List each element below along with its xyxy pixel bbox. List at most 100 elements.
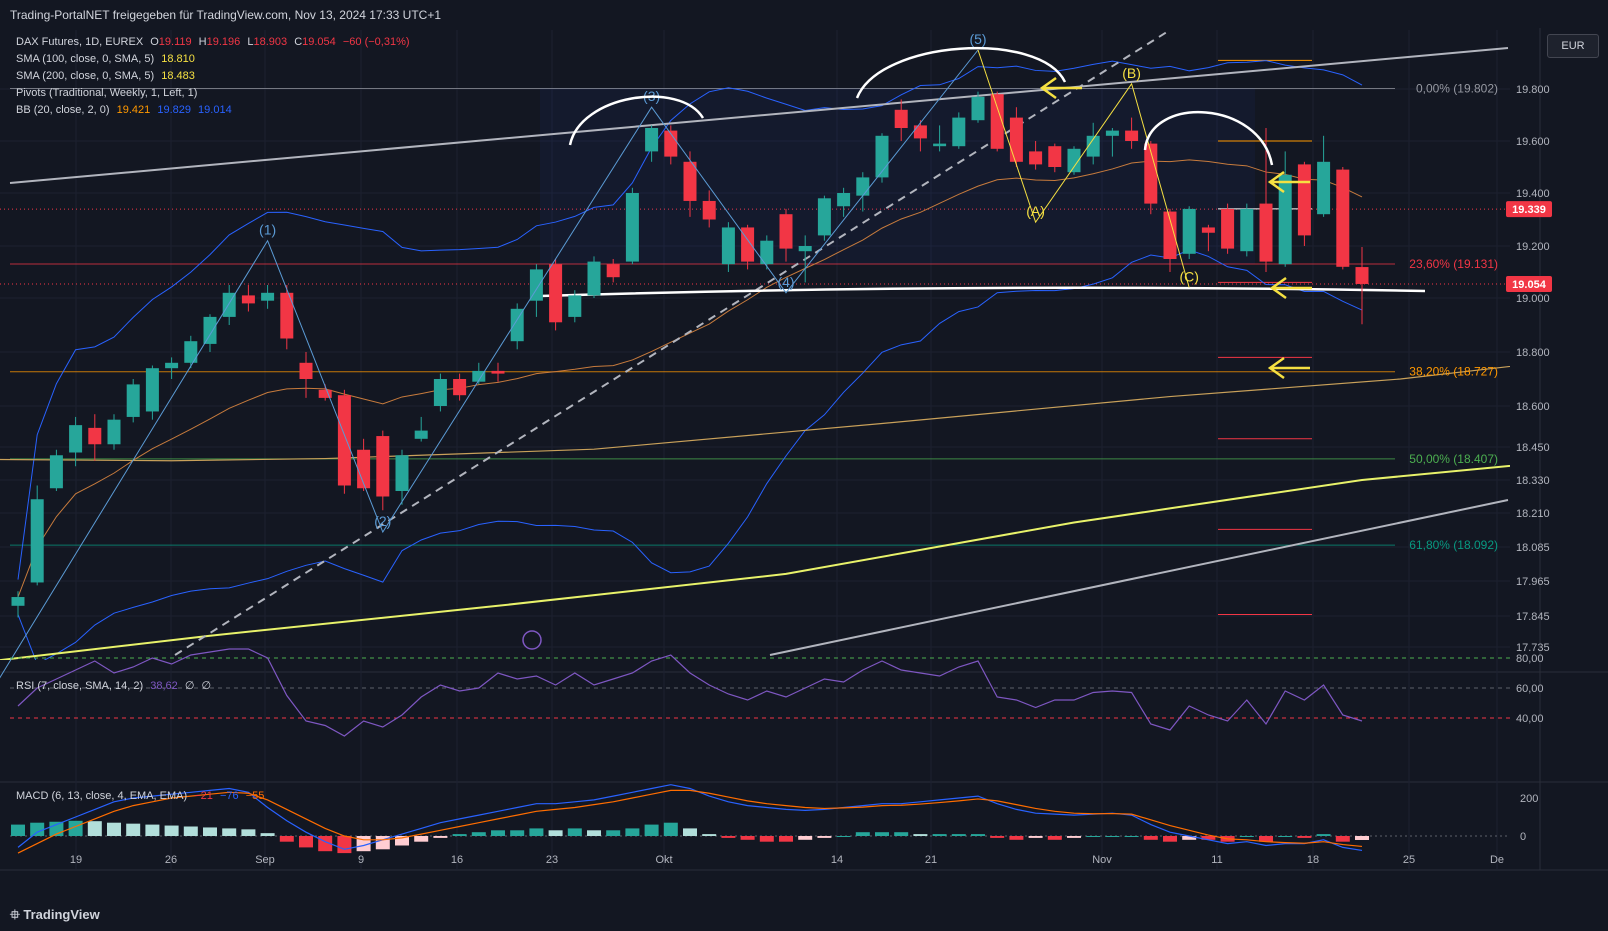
macd-histogram-bar bbox=[779, 836, 793, 842]
trendline-lower bbox=[769, 499, 1509, 656]
macd-legend[interactable]: MACD (6, 13, close, 4, EMA, EMA) −21 −76… bbox=[16, 790, 264, 802]
legend-bb-lower: 19.014 bbox=[198, 104, 232, 116]
macd-histogram-bar bbox=[836, 836, 851, 837]
x-tick-label: Nov bbox=[1092, 854, 1112, 866]
replay-icon bbox=[522, 630, 542, 650]
candle-body bbox=[491, 370, 505, 374]
macd-y-tick-label: 200 bbox=[1520, 793, 1538, 805]
logo-icon: ⯐ bbox=[10, 907, 24, 922]
macd-histogram-bar bbox=[279, 836, 294, 842]
sma100-line bbox=[0, 365, 1510, 462]
candle-body bbox=[1086, 135, 1100, 157]
candle-body bbox=[299, 362, 313, 379]
candle-body bbox=[1125, 130, 1139, 141]
macd-histogram-bar bbox=[510, 830, 525, 836]
legend-main-row[interactable]: DAX Futures, 1D, EUREX O19.119 H19.196 L… bbox=[16, 34, 410, 51]
rsi-legend[interactable]: RSI (7, close, SMA, 14, 2) 38,62 ∅ ∅ bbox=[16, 679, 211, 692]
macd-histogram-bar bbox=[875, 832, 889, 836]
y-tick-label: 19.600 bbox=[1516, 136, 1550, 148]
fib-level-label: 38,20% (18.727) bbox=[1409, 365, 1498, 379]
legend-sma200-value: 18.483 bbox=[161, 70, 195, 82]
macd-histogram-bar bbox=[1182, 836, 1197, 840]
macd-legend-signal: −55 bbox=[245, 790, 265, 802]
x-tick-label: 14 bbox=[831, 854, 843, 866]
macd-histogram-bar bbox=[971, 834, 985, 836]
macd-histogram-bar bbox=[1316, 834, 1331, 836]
tradingview-logo: ⯐ TradingView bbox=[10, 906, 100, 928]
x-tick-label: 9 bbox=[358, 854, 364, 866]
candle-body bbox=[606, 264, 620, 278]
candle-body bbox=[990, 94, 1004, 149]
macd-histogram-bar bbox=[1259, 836, 1273, 842]
macd-histogram-bar bbox=[203, 827, 217, 836]
candle-body bbox=[337, 395, 351, 486]
candle-body bbox=[798, 246, 812, 252]
legend-pivots-row[interactable]: Pivots (Traditional, Weekly, 1, Left, 1) bbox=[16, 85, 410, 102]
macd-histogram-bar bbox=[1143, 836, 1158, 840]
x-tick-label: 21 bbox=[925, 854, 937, 866]
legend-sma200-row[interactable]: SMA (200, close, 0, SMA, 5) 18.483 bbox=[16, 68, 410, 85]
y-tick-label: 18.800 bbox=[1516, 347, 1550, 359]
macd-histogram-bar bbox=[721, 836, 736, 838]
candle-body bbox=[472, 370, 486, 382]
wave-label: (2) bbox=[374, 513, 391, 529]
candle-body bbox=[1009, 117, 1023, 162]
candle-body bbox=[145, 368, 159, 412]
wave-label: (4) bbox=[777, 274, 794, 290]
candle-body bbox=[702, 200, 716, 220]
y-tick-label: 18.450 bbox=[1516, 442, 1550, 454]
currency-button[interactable]: EUR bbox=[1547, 34, 1599, 58]
macd-histogram-bar bbox=[587, 830, 601, 836]
fib-level-label: 61,80% (18.092) bbox=[1409, 538, 1498, 552]
macd-histogram-bar bbox=[567, 828, 582, 836]
rsi-y-tick-label: 40,00 bbox=[1516, 713, 1544, 725]
candle-body bbox=[645, 128, 659, 152]
macd-histogram-bar bbox=[932, 834, 947, 836]
candle-body bbox=[721, 227, 735, 265]
macd-histogram-bar bbox=[164, 825, 179, 836]
candle-body bbox=[241, 295, 255, 304]
candle-body bbox=[587, 261, 601, 296]
wave-label: (5) bbox=[969, 31, 986, 47]
legend-close: 19.054 bbox=[302, 36, 336, 48]
bb-upper-line bbox=[17, 60, 1363, 580]
legend-symbol: DAX Futures, 1D, EUREX bbox=[16, 36, 144, 48]
macd-histogram-bar bbox=[1047, 836, 1062, 840]
macd-histogram-bar bbox=[299, 836, 313, 848]
candle-body bbox=[1163, 211, 1177, 259]
header-title: Trading-PortalNET freigegeben für Tradin… bbox=[10, 8, 442, 22]
macd-histogram-bar bbox=[1355, 836, 1369, 840]
macd-histogram-bar bbox=[30, 822, 45, 836]
wave-label: (C) bbox=[1179, 269, 1198, 285]
wave-path-impulse bbox=[0, 49, 979, 679]
macd-histogram-bar bbox=[606, 830, 621, 836]
candle-body bbox=[395, 455, 409, 491]
price-tag bbox=[1506, 201, 1552, 218]
legend-open-label: O bbox=[150, 36, 159, 48]
candle-body bbox=[894, 109, 908, 128]
legend-bb-label: BB (20, close, 2, 0) bbox=[16, 104, 110, 116]
macd-histogram-bar bbox=[1028, 836, 1043, 838]
legend-sma100-label: SMA (100, close, 0, SMA, 5) bbox=[16, 53, 155, 65]
macd-histogram-bar bbox=[740, 836, 755, 840]
legend-bb-row[interactable]: BB (20, close, 2, 0) 19.421 19.829 19.01… bbox=[16, 102, 410, 119]
candle-body bbox=[261, 292, 275, 301]
macd-histogram-bar bbox=[702, 834, 717, 836]
macd-histogram-bar bbox=[894, 832, 909, 836]
macd-histogram-bar bbox=[414, 836, 429, 842]
candle-body bbox=[779, 214, 793, 249]
candle-body bbox=[625, 193, 639, 262]
logo-text: TradingView bbox=[23, 907, 100, 922]
macd-histogram-bar bbox=[663, 822, 678, 836]
candle-body bbox=[856, 177, 870, 196]
macd-histogram-bar bbox=[145, 824, 160, 836]
y-tick-label: 19.800 bbox=[1516, 84, 1550, 96]
macd-histogram-bar bbox=[817, 836, 832, 838]
rsi-legend-v3: ∅ bbox=[201, 680, 212, 692]
candle-body bbox=[1259, 203, 1273, 262]
y-tick-label: 18.330 bbox=[1516, 475, 1550, 487]
annotation-arrow bbox=[1267, 356, 1310, 380]
legend-sma100-row[interactable]: SMA (100, close, 0, SMA, 5) 18.810 bbox=[16, 51, 410, 68]
candle-body bbox=[683, 161, 697, 201]
